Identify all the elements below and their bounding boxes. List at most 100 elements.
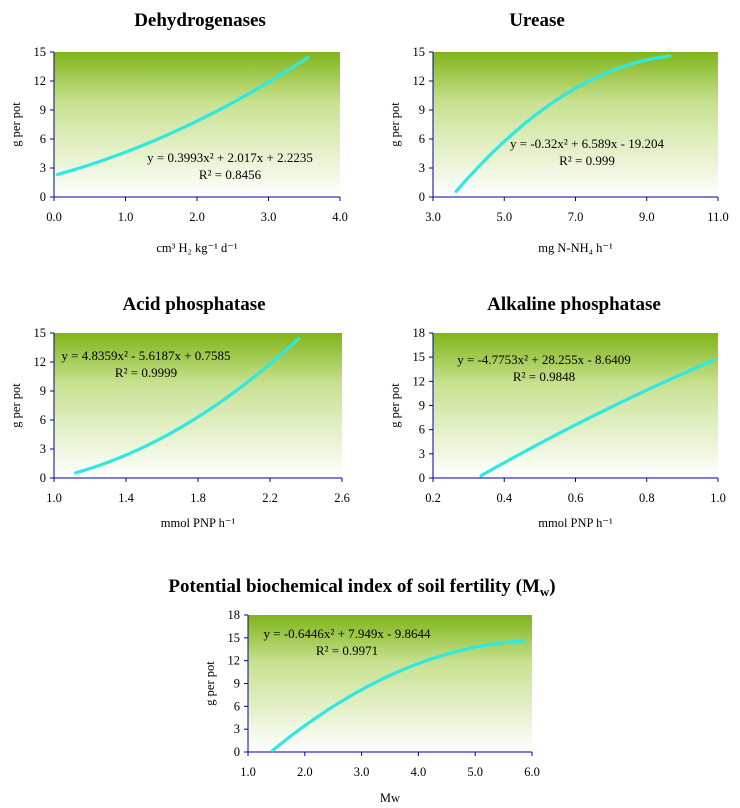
regression-equation: y = 4.8359x² - 5.6187x + 0.7585 xyxy=(61,348,230,363)
y-tick-label: 6 xyxy=(419,423,425,437)
x-tick-label: 4.0 xyxy=(411,765,427,779)
y-tick-label: 6 xyxy=(234,699,240,713)
y-tick-label: 0 xyxy=(40,190,46,204)
y-tick-label: 12 xyxy=(413,74,426,88)
y-tick-label: 6 xyxy=(419,132,425,146)
y-tick-label: 15 xyxy=(34,45,47,59)
y-tick-label: 12 xyxy=(34,355,47,369)
x-tick-label: 3.0 xyxy=(354,765,370,779)
x-tick-label: 6.0 xyxy=(524,765,540,779)
chart-panel-5: Potential biochemical index of soil fert… xyxy=(168,576,555,805)
y-tick-label: 15 xyxy=(413,45,426,59)
x-axis-title: mmol PNP h⁻¹ xyxy=(161,516,236,530)
y-axis-title: g per pot xyxy=(9,383,23,428)
y-axis-title: g per pot xyxy=(203,661,217,706)
chart-panel-3: Acid phosphatase 0 3 6 9 12 15 1.0 1.4 1.8 2.2 2.6 g… xyxy=(9,294,350,530)
r-squared-label: R² = 0.9999 xyxy=(115,365,177,380)
x-tick-label: 11.0 xyxy=(707,210,728,224)
plot-area xyxy=(54,52,340,197)
plot-area xyxy=(54,333,342,478)
x-tick-label: 1.8 xyxy=(190,491,206,505)
y-tick-label: 3 xyxy=(419,161,425,175)
x-tick-label: 5.0 xyxy=(467,765,483,779)
y-tick-label: 9 xyxy=(234,677,240,691)
x-tick-label: 3.0 xyxy=(261,210,277,224)
x-tick-label: 0.0 xyxy=(46,210,62,224)
y-tick-label: 15 xyxy=(413,350,426,364)
y-axis-title: g per pot xyxy=(9,102,23,147)
y-tick-label: 12 xyxy=(228,654,241,668)
trend-curve xyxy=(454,54,672,193)
regression-equation: y = 0.3993x² + 2.017x + 2.2235 xyxy=(147,150,313,165)
x-tick-label: 9.0 xyxy=(639,210,655,224)
x-axis-title: cm³ H₂ kg⁻¹ d⁻¹ xyxy=(156,241,237,255)
y-tick-label: 3 xyxy=(40,442,46,456)
chart-title: Alkaline phosphatase xyxy=(487,294,661,315)
chart-title: Potential biochemical index of soil fert… xyxy=(168,576,555,599)
y-axis-title: g per pot xyxy=(388,383,402,428)
x-tick-label: 1.0 xyxy=(240,765,256,779)
x-tick-label: 1.0 xyxy=(710,491,726,505)
chart-title: Dehydrogenases xyxy=(134,10,266,31)
y-tick-label: 0 xyxy=(40,471,46,485)
x-tick-label: 2.2 xyxy=(262,491,278,505)
y-tick-label: 0 xyxy=(419,190,425,204)
y-tick-label: 3 xyxy=(40,161,46,175)
y-tick-label: 9 xyxy=(40,103,46,117)
r-squared-label: R² = 0.8456 xyxy=(199,167,262,182)
x-tick-label: 3.0 xyxy=(425,210,441,224)
x-tick-label: 2.0 xyxy=(189,210,205,224)
x-tick-label: 1.0 xyxy=(46,491,62,505)
plot-area xyxy=(433,52,718,197)
y-tick-label: 15 xyxy=(228,631,241,645)
y-tick-label: 6 xyxy=(40,413,46,427)
chart-panel-1: Dehydrogenases 0 3 6 9 12 15 0.0 1.0 2.0 3.0 4.0 g p… xyxy=(9,10,348,255)
x-tick-label: 5.0 xyxy=(496,210,512,224)
y-tick-label: 18 xyxy=(228,608,241,622)
trend-curve xyxy=(56,56,310,177)
r-squared-label: R² = 0.9848 xyxy=(513,369,575,384)
x-axis-title: Mw xyxy=(380,791,400,805)
trend-curve xyxy=(479,358,716,478)
regression-equation: y = -0.32x² + 6.589x - 19.204 xyxy=(510,136,664,151)
x-tick-label: 7.0 xyxy=(568,210,584,224)
y-tick-label: 12 xyxy=(34,74,47,88)
y-axis-title: g per pot xyxy=(388,102,402,147)
y-tick-label: 0 xyxy=(234,745,240,759)
x-tick-label: 0.4 xyxy=(496,491,512,505)
y-tick-label: 9 xyxy=(40,384,46,398)
y-tick-label: 3 xyxy=(419,447,425,461)
y-tick-label: 0 xyxy=(419,471,425,485)
x-tick-label: 0.6 xyxy=(568,491,584,505)
r-squared-label: R² = 0.9971 xyxy=(316,643,378,658)
y-tick-label: 6 xyxy=(40,132,46,146)
regression-equation: y = -4.7753x² + 28.255x - 8.6409 xyxy=(457,352,630,367)
y-tick-label: 9 xyxy=(419,399,425,413)
x-axis-title: mg N-NH₄ h⁻¹ xyxy=(538,241,613,255)
title-end: ) xyxy=(549,576,555,597)
plot-area xyxy=(248,615,532,752)
x-axis-title: mmol PNP h⁻¹ xyxy=(538,516,613,530)
x-tick-label: 2.0 xyxy=(297,765,313,779)
x-tick-label: 1.0 xyxy=(118,210,134,224)
y-tick-label: 18 xyxy=(413,326,426,340)
chart-title: Urease xyxy=(509,10,565,31)
chart-panel-4: Alkaline phosphatase 0 3 6 9 12 15 18 0.2 0.4 0.6 0… xyxy=(388,294,726,530)
y-tick-label: 12 xyxy=(413,374,426,388)
y-tick-label: 15 xyxy=(34,326,47,340)
x-tick-label: 2.6 xyxy=(334,491,350,505)
trend-curve xyxy=(74,336,301,475)
x-tick-label: 0.8 xyxy=(639,491,655,505)
x-tick-label: 0.2 xyxy=(425,491,441,505)
x-tick-label: 1.4 xyxy=(118,491,134,505)
y-tick-label: 3 xyxy=(234,722,240,736)
chart-title: Acid phosphatase xyxy=(122,294,265,315)
trend-curve xyxy=(270,639,526,753)
x-tick-label: 4.0 xyxy=(332,210,348,224)
y-tick-label: 9 xyxy=(419,103,425,117)
r-squared-label: R² = 0.999 xyxy=(559,153,615,168)
regression-equation: y = -0.6446x² + 7.949x - 9.8644 xyxy=(264,626,431,641)
plot-area xyxy=(433,333,718,478)
title-subscript: w xyxy=(540,584,550,599)
